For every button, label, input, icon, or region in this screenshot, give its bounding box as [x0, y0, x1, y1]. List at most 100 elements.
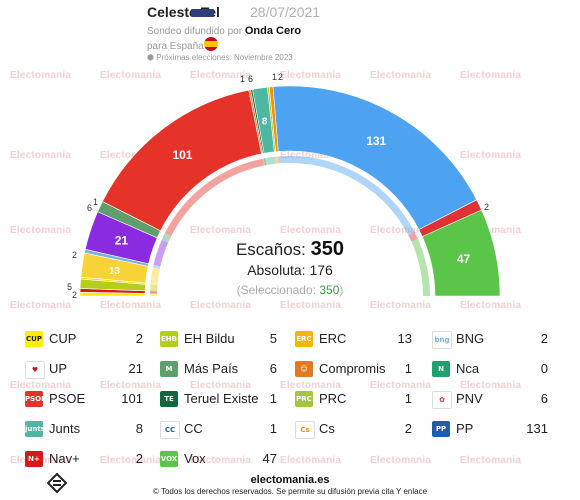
legend-seat-count: 2 [404, 421, 412, 436]
legend-party-name: PSOE [49, 391, 86, 406]
seat-label-psoe: 101 [172, 148, 192, 162]
legend-party-name: Nca [456, 361, 480, 376]
watermark-text: Electomania [10, 225, 72, 236]
legend-item-vox: VOX Vox 47 [160, 451, 277, 469]
outer-seat-label-eh-bildu: 5 [67, 282, 72, 292]
watermark-text: Electomania [280, 150, 342, 161]
watermark-text: Electomania [190, 70, 252, 81]
pollster-logo-icon [191, 9, 214, 17]
watermark-text: Electomania [280, 300, 342, 311]
outer-seat-label-top-c: 1 [272, 72, 277, 82]
seat-inner-arc-psoe [164, 158, 264, 237]
total-seats: Escaños: 350 [150, 238, 430, 261]
watermark-text: Electomania [190, 225, 252, 236]
seat-arc-vox [421, 209, 501, 297]
watermark-text: Electomania [280, 225, 342, 236]
seat-label-junts: 8 [262, 116, 268, 127]
legend-item-prc: PRC PRC 1 [295, 391, 412, 409]
poll-source-prefix: Sondeo difundido por [147, 26, 243, 37]
legend-seat-count: 2 [540, 331, 548, 346]
majority-value: 176 [309, 262, 333, 278]
watermark-text: Electomania [10, 70, 72, 81]
legend-party-name: Compromis [319, 361, 386, 376]
poll-date: 28/07/2021 [250, 4, 321, 20]
watermark-text: Electomania [100, 380, 162, 391]
legend-item-erc: ERC ERC 13 [295, 331, 412, 349]
compromis-logo-icon: ☺ [295, 361, 313, 377]
legend-item-teruel-existe: TE Teruel Existe 1 [160, 391, 277, 409]
seat-inner-arc-nav- [150, 290, 158, 294]
legend-item-pnv: ✿ PNV 6 [432, 391, 548, 409]
legend-item-pp: PP PP 131 [432, 421, 548, 439]
legend-party-name: Teruel Existe [184, 391, 259, 406]
watermark-text: Electomania [10, 150, 72, 161]
watermark-text: Electomania [370, 455, 432, 466]
legend-seat-count: 1 [269, 421, 277, 436]
next-election: ⬢ Próximas elecciones: Noviembre 2023 [147, 53, 293, 62]
electomania-logo-icon [47, 473, 67, 493]
legend-party-name: CUP [49, 331, 77, 346]
outer-seat-label-top-d: 2 [278, 72, 283, 82]
legend-party-name: EH Bildu [184, 331, 235, 346]
legend-party-name: ERC [319, 331, 347, 346]
watermark-text: Electomania [280, 70, 342, 81]
watermark-text: Electomania [100, 455, 162, 466]
selected-suffix: ) [339, 283, 344, 297]
legend-item-bng: bng BNG 2 [432, 331, 548, 349]
watermark-text: Electomania [460, 380, 522, 391]
legend-seat-count: 131 [526, 421, 548, 436]
watermark-text: Electomania [460, 455, 522, 466]
seat-label-vox: 47 [457, 252, 471, 266]
seat-label-pp: 131 [366, 134, 386, 148]
vox-logo-icon: VOX [160, 451, 178, 467]
legend-item-up: ♥ UP 21 [25, 361, 143, 379]
watermark-text: Electomania [460, 300, 522, 311]
legend-party-name: Vox [184, 451, 206, 466]
legend-seat-count: 101 [121, 391, 143, 406]
majority-label: Absoluta: [247, 262, 306, 278]
legend-party-name: Más País [184, 361, 239, 376]
legend-party-name: PP [456, 421, 474, 436]
legend-seat-count: 2 [135, 331, 143, 346]
watermark-text: Electomania [190, 455, 252, 466]
legend-party-name: BNG [456, 331, 485, 346]
legend-seat-count: 1 [404, 391, 412, 406]
watermark-text: Electomania [460, 150, 522, 161]
legend-item-psoe: PSOE PSOE 101 [25, 391, 143, 409]
legend-seat-count: 21 [128, 361, 143, 376]
spain-flag-icon [204, 37, 218, 51]
seat-inner-arc-vox [411, 238, 430, 296]
legend-item-nav-: N+ Nav+ 2 [25, 451, 143, 469]
footer-copyright: © Todos los derechos reservados. Se perm… [152, 487, 428, 496]
watermark-text: Electomania [100, 70, 162, 81]
m-s-pa-s-logo-icon: M [160, 361, 178, 377]
seat-inner-arc-up [153, 239, 169, 267]
legend-seat-count: 13 [397, 331, 412, 346]
legend-party-name: PRC [319, 391, 347, 406]
seat-inner-arc-erc [150, 267, 160, 285]
seat-inner-arc-pp [278, 156, 415, 236]
watermark-text: Electomania [460, 70, 522, 81]
legend-item-eh-bildu: EHB EH Bildu 5 [160, 331, 277, 349]
seat-inner-arc-eh-bildu [150, 284, 158, 292]
eh-bildu-logo-icon: EHB [160, 331, 178, 347]
legend-seat-count: 47 [262, 451, 277, 466]
watermark-text: Electomania [460, 225, 522, 236]
legend-item-junts: junts Junts 8 [25, 421, 143, 439]
cup-logo-icon: CUP [25, 331, 43, 347]
cc-logo-icon: CC [160, 421, 180, 439]
seat-inner-arc-cs [276, 156, 280, 164]
watermark-text: Electomania [370, 300, 432, 311]
legend-party-name: Nav+ [49, 451, 80, 466]
legend-item-cup: CUP CUP 2 [25, 331, 143, 349]
total-seats-value: 350 [310, 238, 345, 260]
junts-logo-icon: junts [25, 421, 45, 437]
watermark-text: Electomania [280, 380, 342, 391]
outer-seat-label-bng: 2 [72, 250, 77, 260]
outer-seat-label-top-b: 6 [248, 74, 253, 84]
pp-logo-icon: PP [432, 421, 450, 437]
legend-seat-count: 1 [269, 391, 277, 406]
legend-item-cc: CC CC 1 [160, 421, 277, 439]
outer-seat-label-left-b: 1 [93, 197, 98, 207]
erc-logo-icon: ERC [295, 331, 313, 347]
